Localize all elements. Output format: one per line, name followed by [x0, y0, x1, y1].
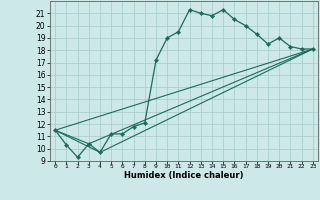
X-axis label: Humidex (Indice chaleur): Humidex (Indice chaleur)	[124, 171, 244, 180]
